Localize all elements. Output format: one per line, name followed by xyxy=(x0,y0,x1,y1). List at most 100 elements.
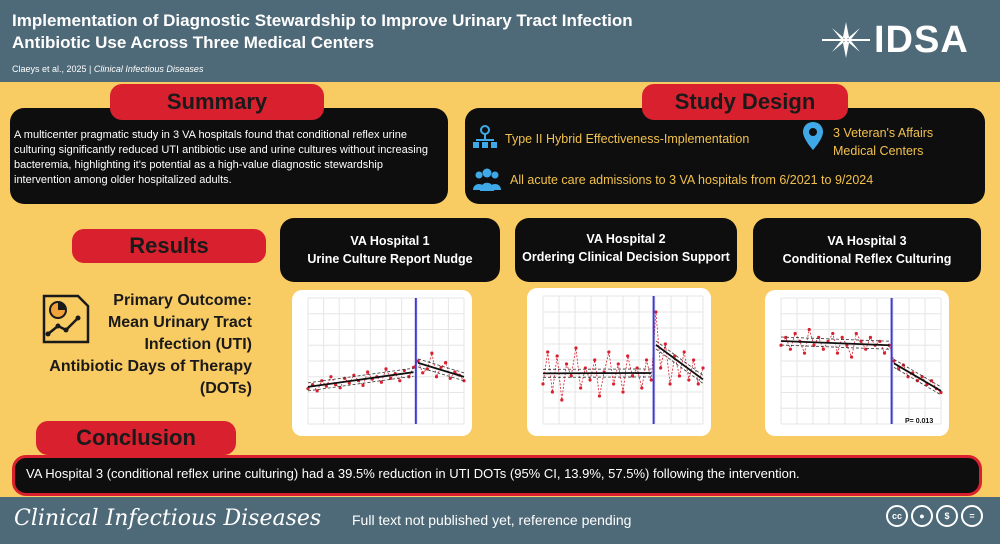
chart-report-icon xyxy=(42,294,90,344)
trend-line xyxy=(655,344,704,381)
data-point xyxy=(626,354,630,358)
data-point xyxy=(583,366,587,370)
data-point xyxy=(338,386,342,390)
data-point xyxy=(541,382,545,386)
journal-name: Clinical Infectious Diseases xyxy=(14,506,322,531)
hierarchy-icon xyxy=(473,125,497,148)
data-point xyxy=(607,350,611,354)
data-point xyxy=(840,335,844,339)
data-point xyxy=(784,335,788,339)
hospital-2-name: VA Hospital 2 xyxy=(586,232,666,246)
outcome-line: Mean Urinary Tract xyxy=(107,314,252,331)
data-point xyxy=(929,379,934,383)
idsa-logo: IDSA xyxy=(822,18,969,62)
hospital-3-p-value: P= 0.013 xyxy=(905,418,934,425)
data-point xyxy=(868,335,873,339)
data-point xyxy=(644,358,649,362)
citation-authors: Claeys et al., 2025 | xyxy=(12,64,94,74)
ci-lower-line xyxy=(655,348,704,384)
hospital-2-plot xyxy=(527,288,711,436)
data-point xyxy=(439,365,443,369)
data-point xyxy=(821,347,825,351)
hospital-3-intervention: Conditional Reflex Culturing xyxy=(782,252,952,266)
trend-line xyxy=(307,371,414,388)
hospital-3-name: VA Hospital 3 xyxy=(827,234,907,248)
trend-line xyxy=(780,340,890,347)
data-point xyxy=(677,374,682,378)
infographic-title: Implementation of Diagnostic Stewardship… xyxy=(12,11,633,52)
data-point xyxy=(560,398,564,402)
ci-lower-line xyxy=(307,375,414,392)
data-point xyxy=(649,378,653,382)
data-point xyxy=(597,394,602,398)
hospital-1-its-chart xyxy=(306,297,466,425)
data-point xyxy=(807,327,811,332)
data-point xyxy=(621,390,625,394)
data-point xyxy=(550,390,555,394)
data-point xyxy=(616,362,620,366)
data-point xyxy=(546,350,550,354)
primary-outcome: Primary Outcome: Mean Urinary Tract Infe… xyxy=(40,290,252,400)
data-point xyxy=(569,374,573,378)
data-point xyxy=(398,379,402,383)
data-point xyxy=(659,366,663,370)
study-design-label: Study Design xyxy=(642,84,848,120)
data-point xyxy=(897,367,901,371)
hospital-1-header-box xyxy=(280,218,500,282)
by-icon: ● xyxy=(911,505,933,527)
summary-text: A multicenter pragmatic study in 3 VA ho… xyxy=(14,129,428,186)
footer-bar xyxy=(0,497,1000,544)
trend-line xyxy=(417,362,465,378)
outcome-line: (DOTs) xyxy=(199,380,252,397)
study-design-box xyxy=(465,108,985,204)
data-point xyxy=(835,351,840,355)
location-line-2: Medical Centers xyxy=(833,144,924,158)
conclusion-label: Conclusion xyxy=(36,421,236,455)
hospital-1-plot xyxy=(292,290,472,436)
data-point xyxy=(663,342,667,346)
hospital-3-its-chart xyxy=(779,297,943,425)
data-point xyxy=(384,367,388,371)
data-point xyxy=(315,389,319,393)
data-point xyxy=(444,360,448,365)
data-point xyxy=(434,375,439,379)
design-type: Type II Hybrid Effectiveness-Implementat… xyxy=(505,132,750,146)
hospital-3-header-box xyxy=(753,218,981,282)
ci-upper-line xyxy=(418,358,465,374)
data-point xyxy=(564,362,569,366)
data-point xyxy=(687,378,691,382)
hospital-3-header: VA Hospital 3 Conditional Reflex Culturi… xyxy=(753,232,981,268)
data-point xyxy=(668,382,672,386)
data-point xyxy=(306,386,310,391)
conclusion-box xyxy=(12,455,982,496)
conclusion-text: VA Hospital 3 (conditional reflex urine … xyxy=(26,466,800,481)
summary-box xyxy=(10,108,448,204)
hospital-1-header: VA Hospital 1 Urine Culture Report Nudge xyxy=(280,232,500,268)
hospital-2-header-box xyxy=(515,218,737,282)
data-point xyxy=(453,370,457,374)
outcome-line: Antibiotic Days of Therapy xyxy=(49,358,252,375)
data-point xyxy=(352,373,356,377)
data-point xyxy=(361,383,365,388)
ci-upper-line xyxy=(307,367,414,384)
citation-journal: Clinical Infectious Diseases xyxy=(93,64,204,74)
hospital-3-plot: P= 0.013 xyxy=(765,290,949,436)
data-point xyxy=(320,379,324,383)
data-point xyxy=(329,375,333,379)
ci-lower-line xyxy=(780,344,890,350)
cc-license-icons: cc ● $ = xyxy=(886,505,983,527)
data-point xyxy=(849,355,854,359)
citation: Claeys et al., 2025 | Clinical Infectiou… xyxy=(12,64,203,74)
data-point xyxy=(691,358,696,362)
data-point xyxy=(831,331,835,336)
idsa-logo-text: IDSA xyxy=(874,18,969,61)
data-point xyxy=(802,351,807,355)
data-point xyxy=(579,386,583,390)
location-line-1: 3 Veteran's Affairs xyxy=(833,126,934,140)
data-point xyxy=(654,310,658,314)
data-point xyxy=(574,346,578,350)
data-point xyxy=(673,354,677,358)
hospital-1-intervention: Urine Culture Report Nudge xyxy=(307,252,473,266)
data-point xyxy=(682,350,686,354)
population: All acute care admissions to 3 VA hospit… xyxy=(510,173,874,187)
